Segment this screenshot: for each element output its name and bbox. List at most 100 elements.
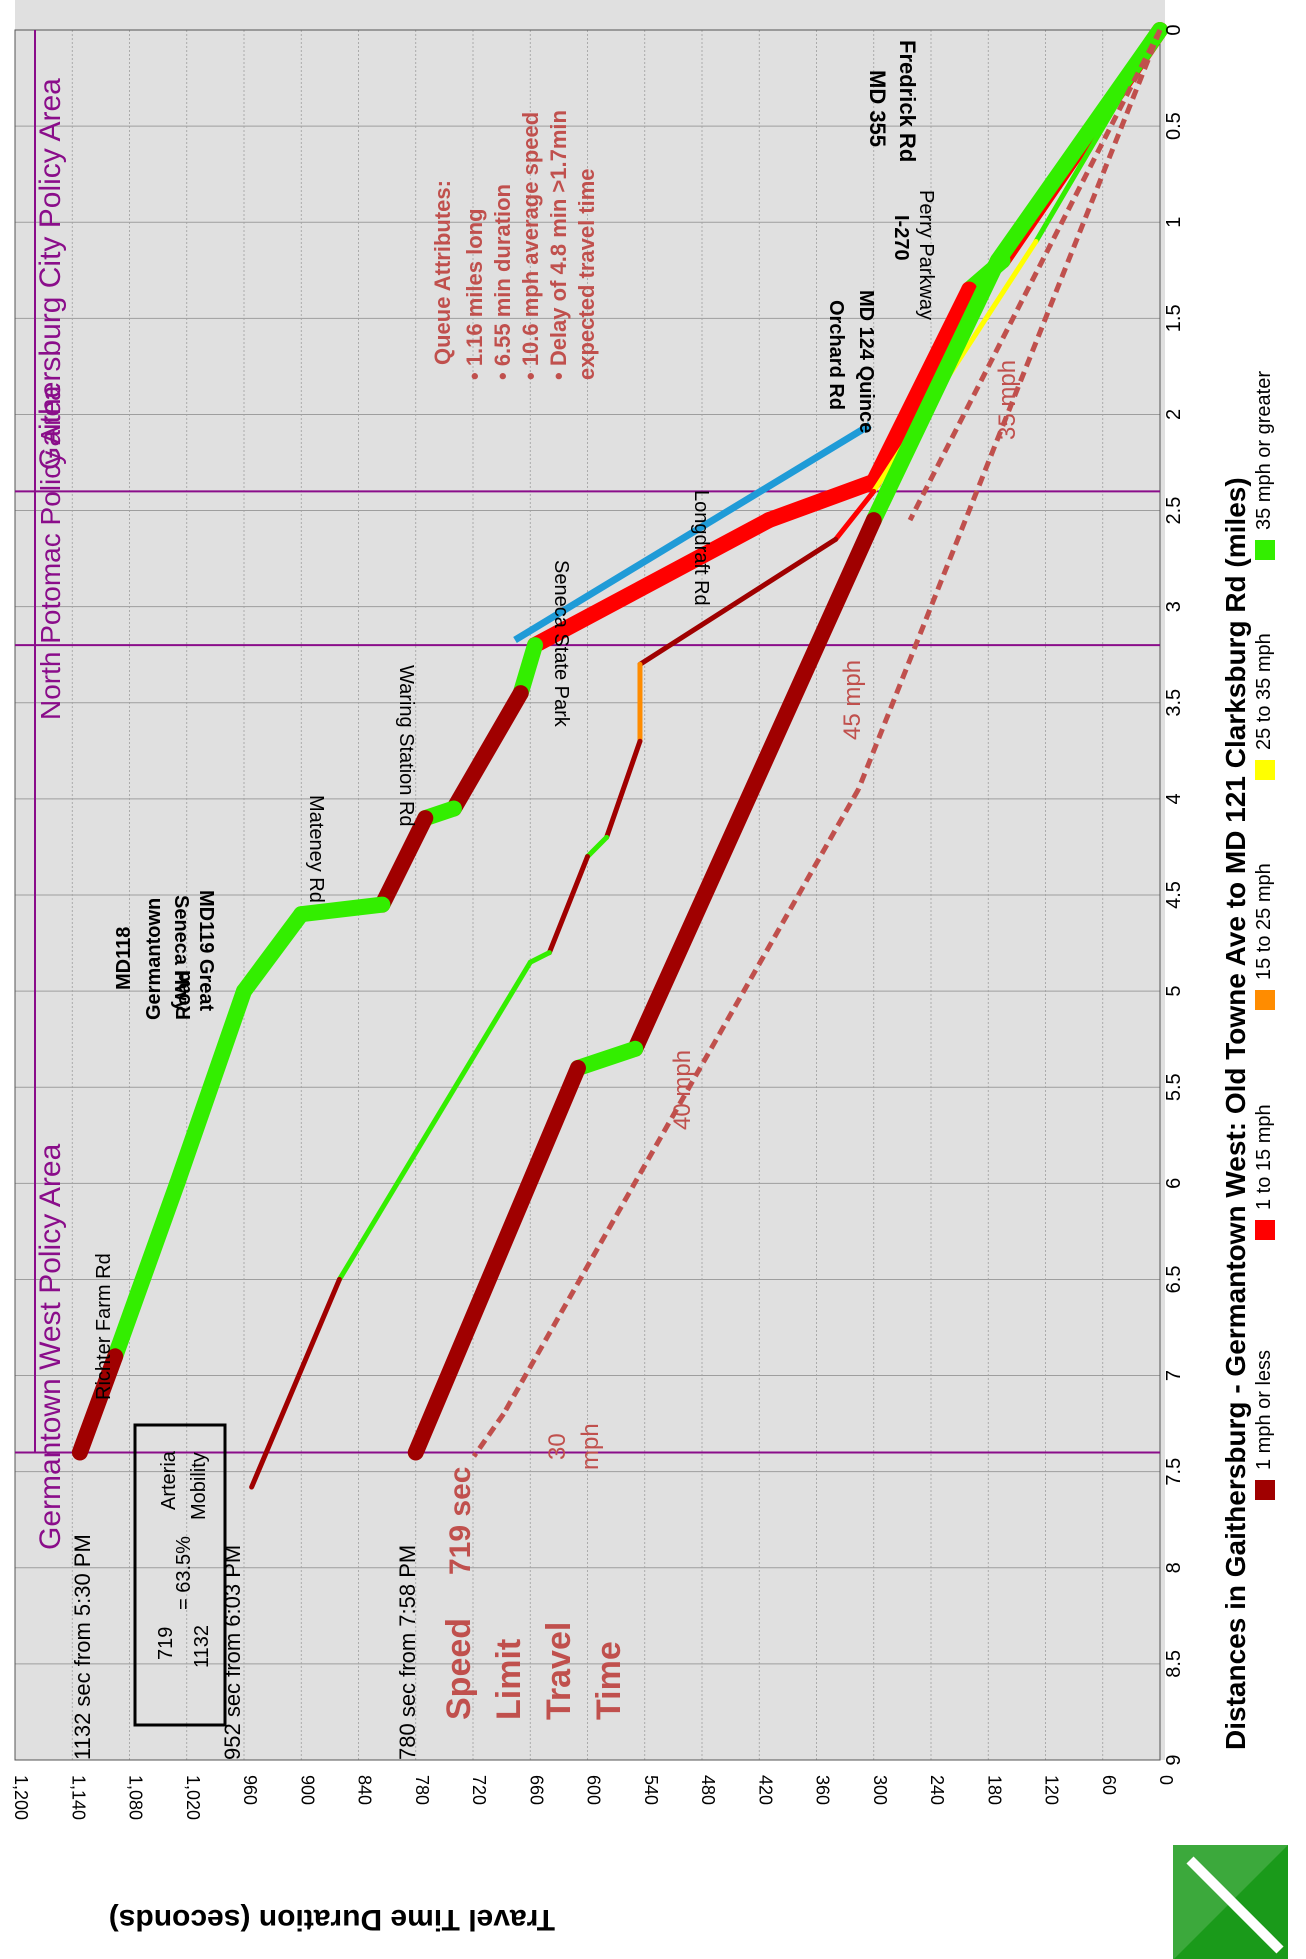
y-tick-label: 1,020	[183, 1775, 203, 1820]
speed-line	[907, 28, 1163, 522]
speed-line	[471, 1412, 506, 1458]
queue-line: • Delay of 4.8 min >1.7min	[546, 110, 571, 380]
y-tick-label: 240	[927, 1775, 947, 1805]
mobility-numerator: 719	[155, 1627, 177, 1660]
data-series	[71, 22, 1168, 1490]
x-tick-label: 5.5	[1163, 1073, 1185, 1101]
queue-line: • 1.16 miles long	[462, 208, 487, 380]
x-tick-label: 1	[1163, 217, 1185, 228]
series-segment	[169, 983, 252, 1192]
road-label: Mateney Rd	[305, 795, 327, 903]
series-segment	[569, 1040, 644, 1076]
road-label: Richter Farm Rd	[93, 1253, 115, 1400]
speed-limit-text: Travel	[540, 1622, 578, 1720]
y-tick-label: 1,140	[68, 1775, 88, 1820]
x-tick-label: 6	[1163, 1178, 1185, 1189]
speed-label: mph	[577, 1423, 604, 1470]
x-tick-label: 7.5	[1163, 1458, 1185, 1486]
run-label: 780 sec from 7:58 PM	[395, 1545, 420, 1760]
mobility-label: Mobility	[188, 1452, 210, 1520]
series-segment	[604, 738, 643, 840]
series-segment	[407, 1060, 586, 1461]
series-segment	[527, 950, 552, 965]
y-tick-label: 900	[297, 1775, 317, 1805]
queue-line: • 6.55 min duration	[490, 184, 515, 380]
series-segment	[512, 637, 544, 702]
mobility-denominator: 1132	[191, 1625, 213, 1668]
speed-label: 35 mph	[994, 360, 1021, 440]
road-label: MD119 Great	[195, 890, 217, 1012]
y-tick-label: 840	[355, 1775, 375, 1805]
x-tick-label: 4.5	[1163, 881, 1185, 909]
grid-lines	[14, 29, 1161, 1761]
series-segment	[527, 512, 777, 654]
series-segment	[585, 834, 610, 860]
queue-line: expected travel time	[574, 168, 599, 380]
series-segment	[293, 896, 391, 923]
x-axis-title: Distances in Gaithersburg - Germantown W…	[1220, 477, 1251, 1750]
road-label: Fredrick Rd	[895, 40, 920, 162]
series-segment	[865, 252, 1006, 529]
series-segment	[107, 1175, 186, 1365]
x-tick-label: 3	[1163, 601, 1185, 612]
logo-icon	[1173, 1845, 1288, 1959]
mobility-box	[133, 1423, 227, 1727]
queue-arrow	[513, 422, 872, 643]
series-segment	[336, 959, 533, 1282]
speed-label: 40 mph	[669, 1050, 696, 1130]
road-label: Road	[173, 970, 195, 1020]
y-tick-label: 420	[755, 1775, 775, 1805]
road-label: Seneca Hwy	[170, 895, 192, 1013]
road-label: MD 124 Quince	[855, 290, 877, 433]
road-label: MD118	[113, 927, 135, 990]
legend-label: 35 mph or greater	[1253, 371, 1275, 530]
x-tick-label: 0.5	[1163, 112, 1185, 140]
legend-swatch	[1255, 1220, 1275, 1240]
x-tick-label: 5	[1163, 986, 1185, 997]
x-tick-label: 4	[1163, 793, 1185, 804]
series-segment	[445, 685, 529, 817]
x-tick-label: 2	[1163, 409, 1185, 420]
legend-label: 15 to 25 mph	[1253, 863, 1275, 980]
x-tick-label: 8.5	[1163, 1650, 1185, 1678]
legend-swatch	[1255, 990, 1275, 1010]
road-label: Seneca State Park	[550, 560, 572, 728]
speed-line	[856, 29, 1163, 791]
y-tick-label: 480	[698, 1775, 718, 1805]
policy-label: Gaithersburg City Policy Area	[34, 78, 67, 470]
policy-area-dividers	[15, 30, 1160, 1454]
y-tick-label: 60	[1099, 1775, 1119, 1795]
y-tick-label: 120	[1042, 1775, 1062, 1805]
policy-label: Germantown West Policy Area	[34, 1143, 67, 1550]
y-tick-label: 300	[870, 1775, 890, 1805]
x-tick-label: 2.5	[1163, 497, 1185, 525]
y-tick-label: 660	[526, 1775, 546, 1805]
policy-label: North Potomac Policy Area	[35, 385, 66, 720]
y-tick-label: 0	[1156, 1775, 1176, 1785]
series-segment	[833, 488, 877, 542]
speed-limit-value: 719 sec	[444, 1467, 477, 1575]
series-segment	[865, 281, 978, 490]
road-label: Perry Parkway	[915, 190, 937, 320]
road-label: I-270	[890, 215, 912, 261]
y-tick-label: 720	[469, 1775, 489, 1805]
series-segment	[627, 512, 882, 1057]
speed-line	[501, 788, 861, 1416]
y-tick-label: 1,080	[126, 1775, 146, 1820]
queue-title: Queue Attributes:	[430, 180, 455, 365]
series-segment	[374, 810, 434, 913]
legend-swatch	[1255, 760, 1275, 780]
x-tick-label: 8	[1163, 1562, 1185, 1573]
road-label: MD 355	[865, 70, 890, 147]
run-label: 1132 sec from 5:30 PM	[70, 1534, 95, 1760]
y-axis-title: Travel Time Duration (seconds)	[109, 1903, 555, 1936]
queue-line: • 10.6 mph average speed	[518, 112, 543, 380]
y-tick-label: 600	[584, 1775, 604, 1805]
x-tick-label: 3.5	[1163, 689, 1185, 717]
series-segment	[989, 22, 1168, 269]
series-segment	[249, 1276, 342, 1490]
x-tick-label: 0	[1163, 24, 1185, 35]
y-tick-label: 180	[984, 1775, 1004, 1805]
series-segment	[71, 1348, 124, 1461]
